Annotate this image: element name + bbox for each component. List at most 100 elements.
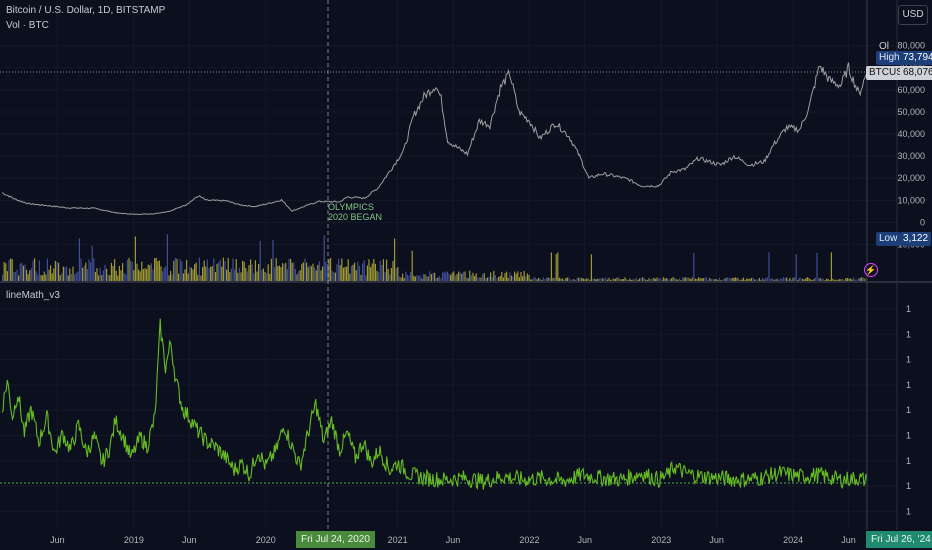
volume-bar <box>650 279 652 281</box>
volume-bar <box>590 254 592 281</box>
volume-bar <box>115 270 117 281</box>
volume-bar <box>93 258 95 281</box>
volume-bar <box>394 238 396 281</box>
volume-bar <box>125 274 127 281</box>
volume-bar <box>366 265 368 281</box>
volume-bar <box>736 277 738 281</box>
volume-bar <box>42 275 44 281</box>
volume-bar <box>493 270 495 281</box>
volume-bar <box>262 268 264 281</box>
volume-bar <box>26 269 28 281</box>
volume-bar <box>610 279 612 281</box>
volume-bar <box>22 265 24 281</box>
volume-bar <box>715 279 717 281</box>
volume-bar <box>218 262 220 281</box>
volume-bar <box>422 274 424 281</box>
volume-bar <box>862 277 864 281</box>
chart-title[interactable]: Bitcoin / U.S. Dollar, 1D, BITSTAMP <box>6 5 166 16</box>
last-date-badge: Fri Jul 26, '24 <box>866 531 932 548</box>
volume-bar <box>261 269 263 281</box>
volume-bar <box>171 274 173 281</box>
volume-bar <box>702 278 704 281</box>
volume-bar <box>400 277 402 281</box>
volume-bar <box>82 267 84 281</box>
time-tick-label: Jun <box>709 535 724 545</box>
volume-bar <box>258 264 260 281</box>
volume-bar <box>139 271 141 281</box>
volume-bar <box>280 267 282 281</box>
volume-bar <box>144 268 146 281</box>
volume-bar <box>314 267 316 281</box>
volume-bar <box>120 270 122 281</box>
volume-bar <box>814 277 816 281</box>
volume-bar <box>291 262 293 281</box>
volume-bar <box>576 277 578 281</box>
volume-bar <box>704 277 706 281</box>
volume-bar <box>272 240 274 281</box>
volume-bar <box>253 273 255 281</box>
volume-bar <box>229 272 231 281</box>
volume-bar <box>107 274 109 281</box>
volume-bar <box>362 263 364 281</box>
volume-bar <box>638 278 640 281</box>
volume-bar <box>245 267 247 281</box>
volume-bar <box>86 269 88 281</box>
volume-bar <box>758 278 760 281</box>
volume-bar <box>6 271 8 281</box>
volume-bar <box>685 277 687 281</box>
volume-bar <box>320 270 322 281</box>
volume-bar <box>661 279 663 281</box>
volume-bar <box>226 269 228 281</box>
volume-bar <box>456 274 458 281</box>
volume-bar <box>114 259 116 281</box>
volume-bar <box>506 271 508 281</box>
volume-bar <box>282 263 284 281</box>
volume-bar <box>574 279 576 281</box>
volume-bar <box>378 272 380 281</box>
volume-bar <box>768 252 770 281</box>
volume-bar <box>509 272 511 281</box>
volume-bar <box>501 271 503 281</box>
volume-bar <box>784 278 786 281</box>
indicator-legend[interactable]: lineMath_v3 <box>6 290 60 301</box>
volume-legend[interactable]: Vol · BTC <box>6 20 49 31</box>
volume-bar <box>600 278 602 281</box>
lightning-icon[interactable]: ⚡ <box>864 263 878 277</box>
volume-bar <box>294 268 296 281</box>
volume-bar <box>266 273 268 281</box>
volume-bar <box>147 264 149 281</box>
volume-bar <box>250 259 252 281</box>
volume-bar <box>387 268 389 281</box>
volume-bar <box>662 277 664 281</box>
volume-bar <box>2 274 4 281</box>
volume-bar <box>485 277 487 281</box>
volume-bar <box>683 277 685 281</box>
volume-bar <box>56 261 58 281</box>
volume-bar <box>840 279 842 281</box>
currency-button[interactable]: USD <box>898 5 928 25</box>
volume-bar <box>157 261 159 281</box>
volume-bar <box>771 278 773 281</box>
indicator-tick-label: 1 <box>906 355 911 365</box>
volume-bar <box>232 258 234 281</box>
volume-bar <box>330 258 332 281</box>
volume-bar <box>782 277 784 281</box>
volume-bar <box>830 252 832 281</box>
volume-bar <box>805 278 807 281</box>
volume-bar <box>555 254 557 281</box>
volume-bar <box>165 266 167 281</box>
volume-bar <box>494 275 496 281</box>
volume-bar <box>710 279 712 281</box>
volume-bar <box>747 278 749 281</box>
volume-bar <box>853 277 855 281</box>
volume-bar <box>357 261 359 281</box>
volume-bar <box>339 265 341 281</box>
volume-bar <box>629 278 631 281</box>
volume-bar <box>96 268 98 281</box>
volume-bar <box>376 270 378 281</box>
volume-bar <box>80 258 82 281</box>
volume-bar <box>674 277 676 281</box>
volume-bar <box>35 271 37 281</box>
volume-bar <box>210 266 212 281</box>
